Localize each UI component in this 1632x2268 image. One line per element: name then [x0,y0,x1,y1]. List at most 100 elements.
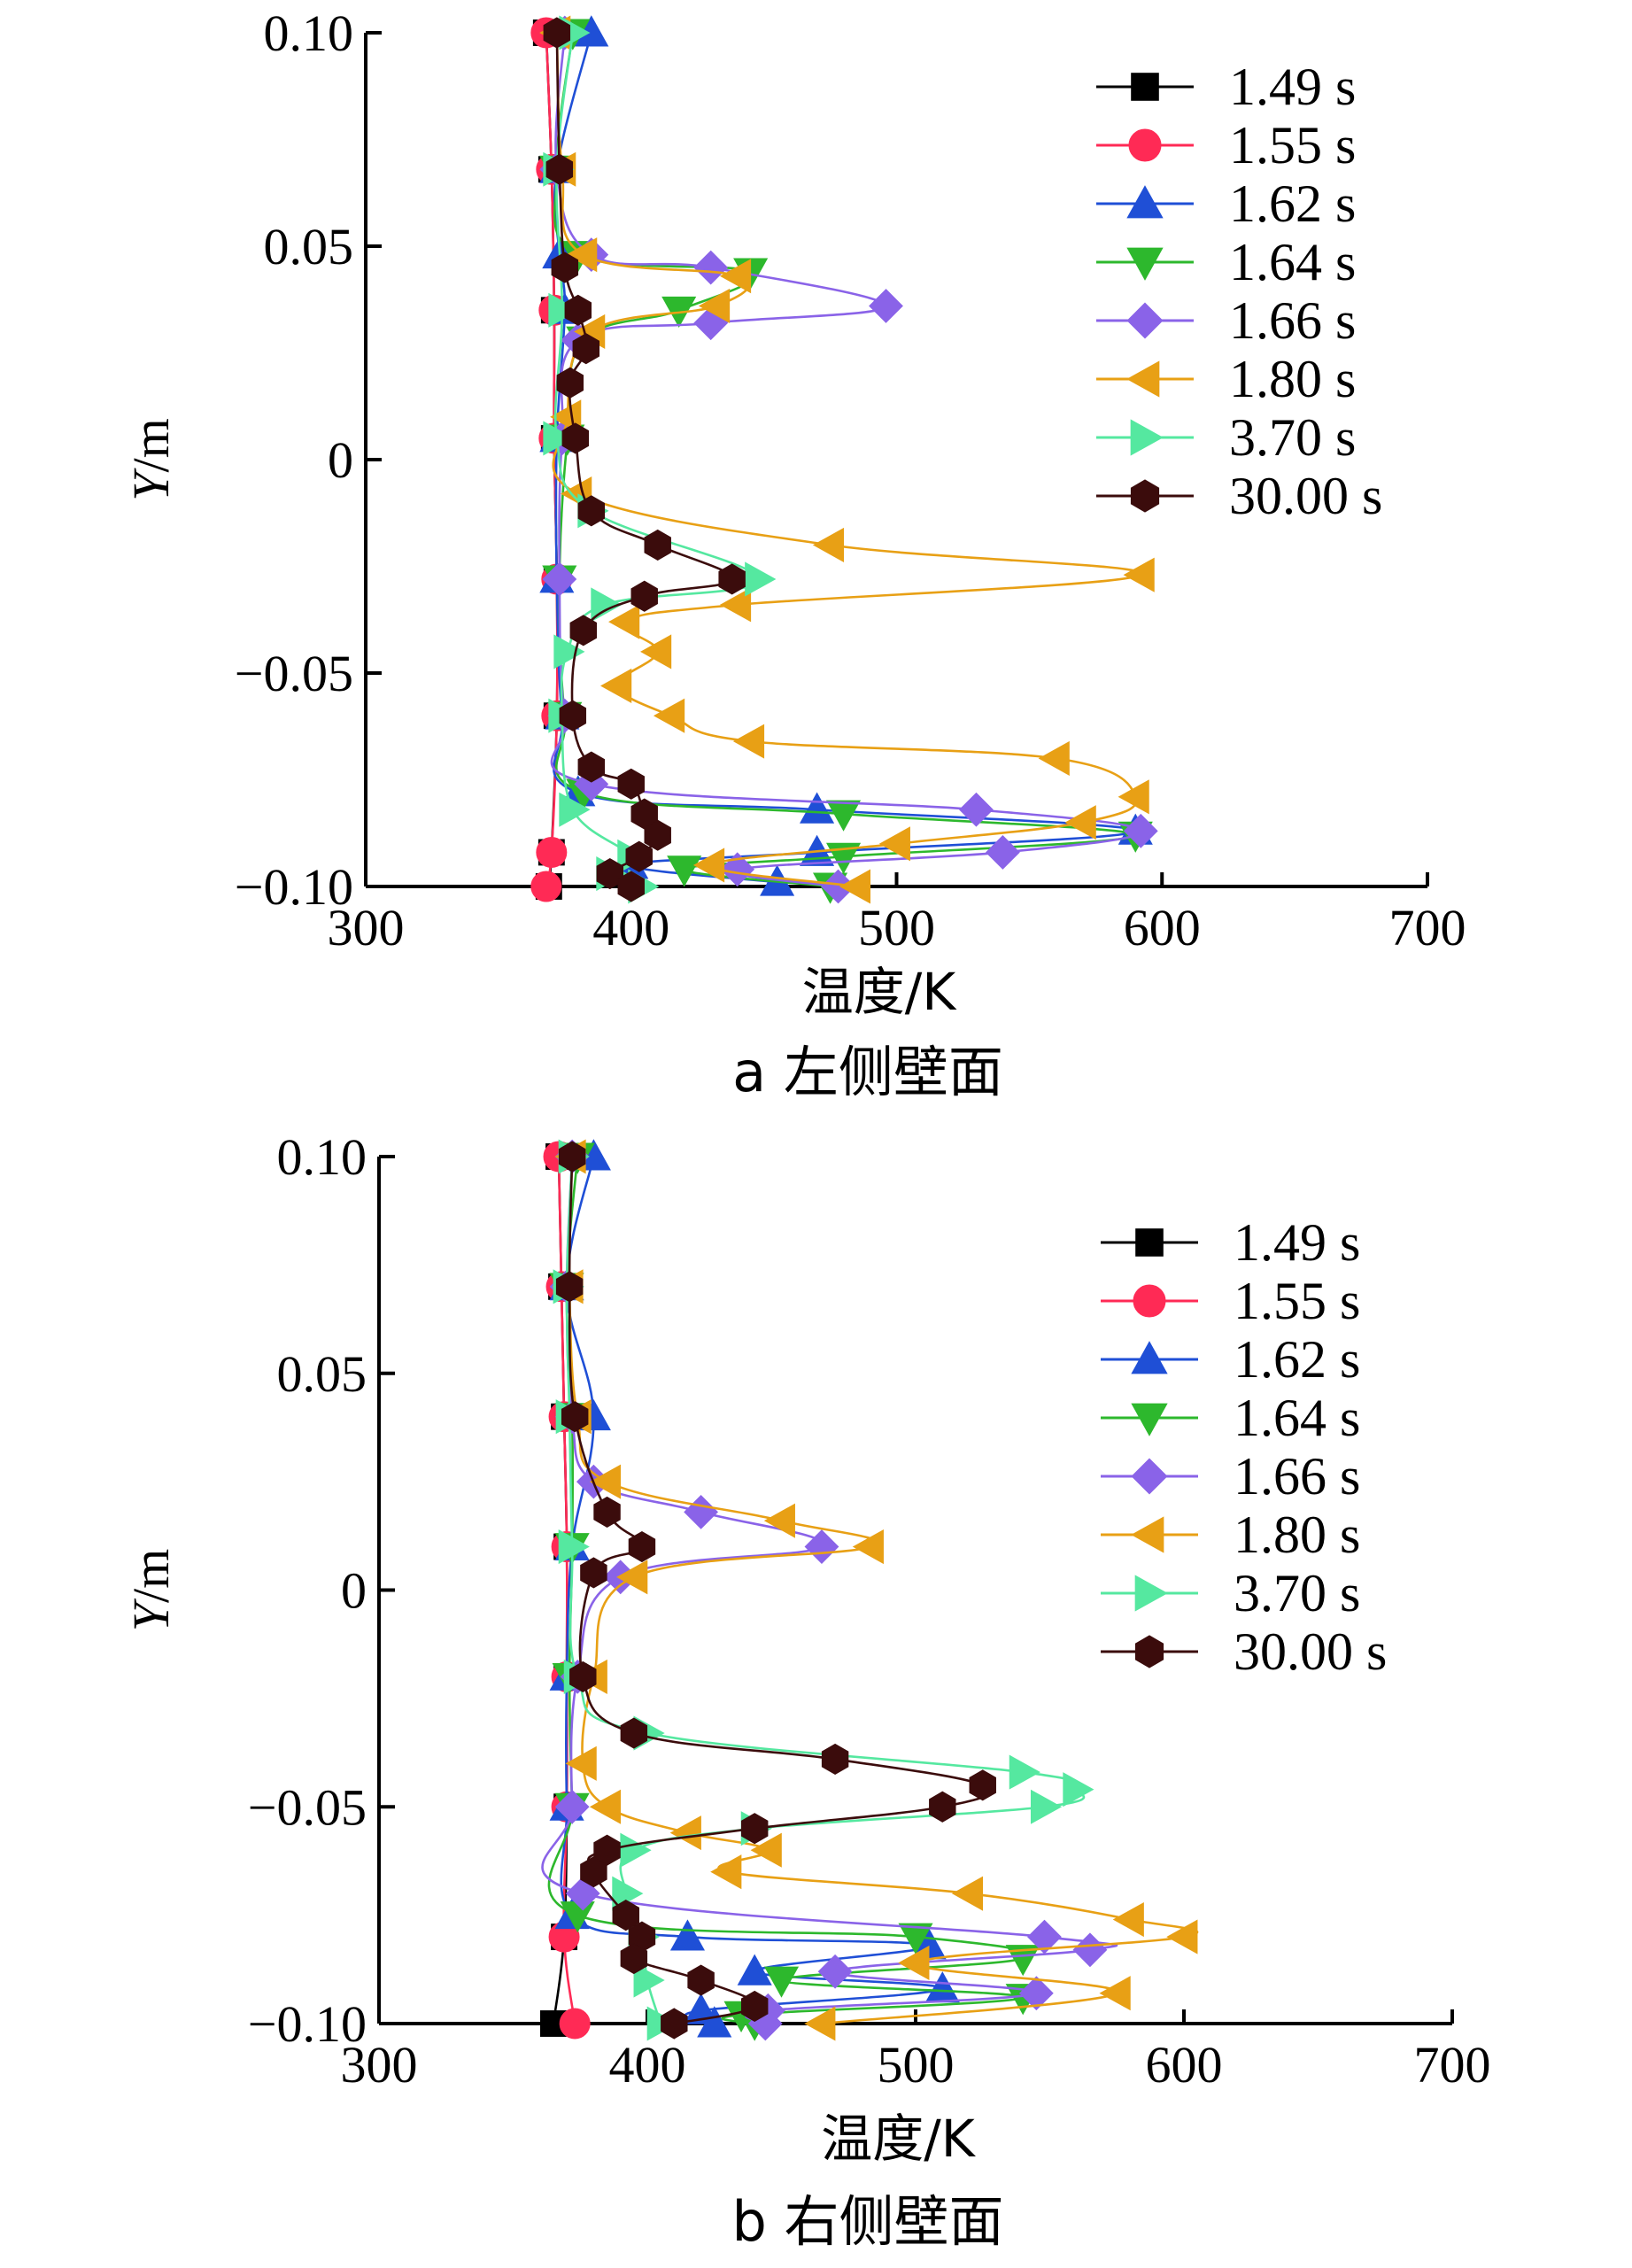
data-point-marker [536,836,568,868]
data-point-marker [1099,1976,1131,2011]
legend-item: 1.64 s [1101,1389,1360,1447]
x-tick-label: 300 [328,899,405,956]
legend-item: 1.62 s [1101,1330,1360,1389]
y-axis-label-unit: /m [122,418,180,472]
data-point-marker [644,819,671,851]
data-point-marker [612,1900,639,1931]
x-tick-label: 600 [1124,899,1201,956]
legend-marker [1131,1458,1168,1495]
data-point-marker [821,869,855,904]
x-tick-label: 400 [609,2036,686,2094]
data-point-marker [639,634,672,670]
data-point-marker [800,792,835,824]
legend-label: 1.80 s [1229,350,1356,408]
legend-label: 1.55 s [1234,1272,1360,1330]
data-point-marker [577,751,606,783]
panel-a: 300 400 500 600 700 −0.10 −0.05 0 0.05 0.10 温度/K Y/… [122,4,1466,1104]
data-point-marker [1123,557,1155,592]
data-point-marker [697,2006,732,2038]
data-point-marker [719,259,752,294]
data-point-marker [608,604,640,639]
data-point-marker [530,871,562,902]
legend-label: 1.64 s [1234,1389,1360,1447]
y-tick-label: 0.05 [264,218,354,275]
data-point-marker [812,527,845,562]
legend-label: 1.62 s [1229,174,1356,233]
data-point-marker [1030,1789,1063,1824]
y-axis-label: Y/m [122,1549,180,1632]
legend-label: 1.49 s [1229,58,1356,116]
legend-marker [1133,1284,1166,1318]
data-point-marker [821,1743,849,1775]
data-point-marker [1009,1754,1040,1790]
data-point-marker [969,1769,996,1801]
series-line [565,1156,1086,2024]
legend-label: 1.64 s [1229,233,1356,291]
data-point-marker [644,529,671,561]
data-point-marker [574,766,609,801]
data-point-marker [869,289,903,323]
x-tick-label: 700 [1389,899,1466,956]
legend-marker [1128,128,1162,162]
legend-marker [1131,73,1159,101]
data-point-marker [577,495,606,527]
data-point-marker [740,1813,769,1845]
data-point-marker [600,668,632,704]
legend-item: 1.64 s [1096,233,1356,291]
legend-marker [1135,1228,1164,1257]
x-tick-label: 700 [1414,2036,1491,2094]
data-point-marker [1123,813,1158,848]
legend-marker [1126,247,1164,281]
legend-marker [1131,1516,1164,1553]
legend-label: 1.49 s [1234,1213,1360,1272]
data-point-marker [839,869,870,904]
legend-item: 30.00 s [1101,1622,1387,1681]
series-line [552,32,1143,888]
data-point-marker [616,1560,648,1595]
panel-caption: a 左侧壁面 [732,1040,1003,1104]
legend-marker [1126,302,1164,339]
y-tick-label: −0.05 [248,1778,367,1836]
data-point-marker [572,333,600,365]
y-axis-label-unit: /m [122,1549,180,1603]
legend-item: 1.66 s [1096,291,1356,350]
legend-label: 1.66 s [1234,1447,1360,1506]
data-point-marker [692,848,725,883]
data-point-marker [852,1529,884,1565]
data-point-marker [804,2006,836,2041]
x-tick-label: 400 [592,899,669,956]
y-tick-label: 0.10 [277,1128,367,1186]
data-point-marker [559,700,587,731]
data-point-marker [826,800,862,832]
data-point-marker [740,1990,769,2022]
data-point-marker [548,292,580,328]
x-tick-label: 500 [858,899,935,956]
data-point-marker [718,563,746,595]
data-point-marker [898,1923,933,1955]
legend-item: 1.49 s [1101,1213,1360,1272]
data-point-marker [553,634,585,670]
panel-caption: b 右侧壁面 [731,2189,1003,2254]
data-point-marker [1112,1901,1144,1938]
data-point-marker [951,1876,984,1911]
data-point-marker [1018,1976,1054,2011]
data-point-marker [630,580,658,612]
y-tick-label: −0.10 [248,1995,367,2053]
data-point-marker [1072,1932,1108,1968]
legend-item: 1.62 s [1096,174,1356,233]
data-point-marker [555,1271,584,1303]
panel-b: 300 400 500 600 700 −0.10 −0.05 0 0.05 0.10 温度/K Y/… [122,1128,1491,2254]
legend-item: 3.70 s [1101,1564,1360,1622]
legend-marker [1130,479,1160,513]
legend-label: 1.80 s [1234,1506,1360,1564]
data-point-marker [558,1141,586,1173]
data-point-marker [580,1557,607,1589]
data-point-marker [898,1945,930,1981]
y-axis-label-var: Y [122,468,180,501]
x-tick-label: 500 [878,2036,955,2094]
legend-marker [1130,419,1164,456]
data-point-marker [543,421,575,456]
y-axis-label-var: Y [122,1598,180,1631]
legend-label: 3.70 s [1229,408,1356,467]
data-point-marker [669,1815,701,1851]
